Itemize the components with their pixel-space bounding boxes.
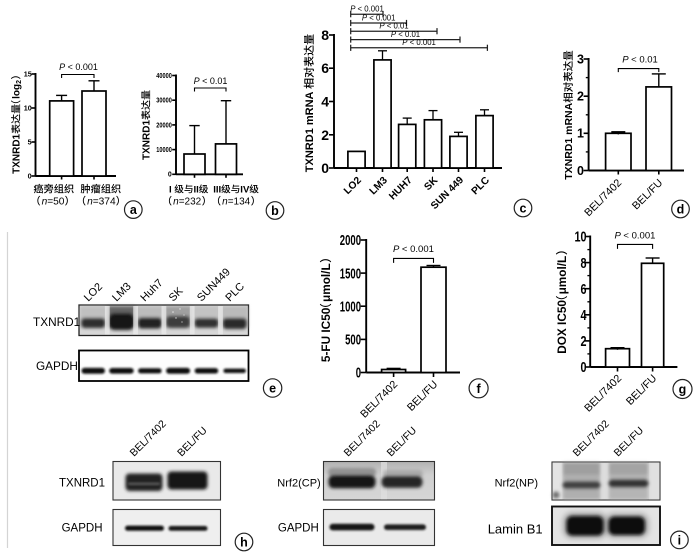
svg-text:< 0.001: < 0.001: [408, 38, 436, 47]
svg-text:Nrf2(NP): Nrf2(NP): [495, 478, 538, 490]
svg-text:n: n: [222, 197, 228, 208]
svg-text:=374: =374: [93, 197, 116, 208]
svg-text:GAPDH: GAPDH: [278, 523, 319, 535]
svg-text:1500: 1500: [340, 266, 361, 282]
svg-text:P: P: [402, 38, 408, 47]
svg-text:< 0.001: < 0.001: [65, 62, 98, 72]
svg-text:=50: =50: [47, 197, 65, 208]
svg-text:=232: =232: [179, 197, 202, 208]
svg-text:f: f: [477, 382, 482, 396]
svg-text:P: P: [362, 13, 368, 22]
svg-text:b: b: [271, 204, 279, 218]
svg-text:2: 2: [16, 80, 23, 84]
svg-text:40000: 40000: [156, 73, 172, 80]
svg-text:IV: IV: [240, 185, 250, 196]
svg-text:TXNRD1 mRNA: TXNRD1 mRNA: [563, 102, 575, 179]
svg-text:Nrf2(CP): Nrf2(CP): [277, 478, 320, 490]
svg-text:P: P: [391, 30, 397, 39]
svg-text:8: 8: [581, 256, 587, 272]
svg-text:P: P: [622, 55, 629, 66]
svg-text:0: 0: [577, 164, 584, 178]
svg-text:GAPDH: GAPDH: [62, 523, 103, 535]
svg-text:30000: 30000: [156, 98, 172, 105]
svg-text:h: h: [240, 536, 248, 550]
svg-text:6: 6: [321, 60, 329, 76]
svg-text:c: c: [520, 202, 527, 216]
svg-text:10: 10: [24, 104, 32, 113]
svg-text:1000: 1000: [340, 299, 361, 315]
svg-text:2: 2: [577, 90, 584, 104]
svg-text:5-FU IC50: 5-FU IC50: [319, 307, 333, 362]
svg-text:< 0.01: < 0.01: [396, 30, 420, 39]
svg-text:0: 0: [356, 366, 361, 382]
svg-text:2000: 2000: [340, 233, 361, 249]
svg-text:20000: 20000: [156, 122, 172, 129]
svg-text:TXNRD1: TXNRD1: [33, 315, 80, 329]
svg-text:Lamin B1: Lamin B1: [488, 522, 543, 537]
svg-text:n: n: [173, 197, 179, 208]
svg-text:e: e: [269, 382, 276, 396]
svg-text:GAPDH: GAPDH: [36, 359, 78, 373]
svg-text:P: P: [379, 22, 385, 31]
svg-text:< 0.01: < 0.01: [385, 22, 409, 31]
svg-text:8: 8: [321, 27, 329, 43]
svg-text:log: log: [12, 84, 23, 99]
svg-text:0: 0: [168, 172, 172, 179]
svg-text:< 0.001: < 0.001: [367, 13, 395, 22]
svg-text:II: II: [194, 185, 200, 196]
svg-text:P: P: [350, 5, 356, 14]
svg-text:III: III: [213, 185, 221, 196]
svg-text:TXNRD1 mRNA: TXNRD1 mRNA: [304, 89, 316, 172]
svg-text:5: 5: [28, 138, 32, 147]
svg-text:< 0.001: < 0.001: [399, 244, 434, 255]
svg-text:10: 10: [575, 230, 587, 246]
svg-text:TXNRD1: TXNRD1: [12, 133, 23, 173]
svg-text:15: 15: [24, 70, 32, 79]
svg-text:i: i: [678, 533, 681, 547]
svg-text:10000: 10000: [156, 147, 172, 154]
svg-text:2: 2: [321, 127, 329, 143]
svg-text:P: P: [393, 244, 400, 255]
svg-text:< 0.01: < 0.01: [629, 55, 658, 66]
svg-text:g: g: [679, 383, 687, 397]
svg-text:μmol/L: μmol/L: [555, 256, 569, 295]
svg-text:P: P: [194, 76, 200, 86]
svg-text:P: P: [59, 62, 65, 72]
svg-text:TXNRD1: TXNRD1: [59, 478, 105, 490]
svg-text:4: 4: [581, 308, 587, 324]
svg-text:DOX IC50: DOX IC50: [555, 300, 569, 354]
svg-text:4: 4: [321, 94, 329, 110]
svg-text:2: 2: [581, 334, 587, 350]
svg-text:< 0.01: < 0.01: [200, 76, 228, 86]
svg-text:μmol/L: μmol/L: [319, 263, 333, 302]
svg-text:0: 0: [581, 360, 587, 376]
svg-text:P: P: [615, 231, 622, 242]
svg-text:500: 500: [345, 333, 361, 349]
svg-text:3: 3: [577, 52, 584, 66]
svg-text:6: 6: [581, 282, 587, 298]
svg-text:0: 0: [321, 160, 329, 176]
svg-text:d: d: [677, 203, 685, 217]
svg-text:a: a: [130, 203, 138, 217]
svg-text:1: 1: [577, 127, 584, 141]
svg-text:I: I: [169, 185, 174, 196]
svg-text:n: n: [42, 197, 48, 208]
svg-text:< 0.001: < 0.001: [621, 231, 656, 242]
svg-text:=134: =134: [228, 197, 251, 208]
svg-text:0: 0: [28, 172, 32, 181]
svg-text:n: n: [87, 197, 93, 208]
svg-text:< 0.001: < 0.001: [355, 5, 383, 14]
svg-text:TXNRD1: TXNRD1: [142, 120, 153, 160]
